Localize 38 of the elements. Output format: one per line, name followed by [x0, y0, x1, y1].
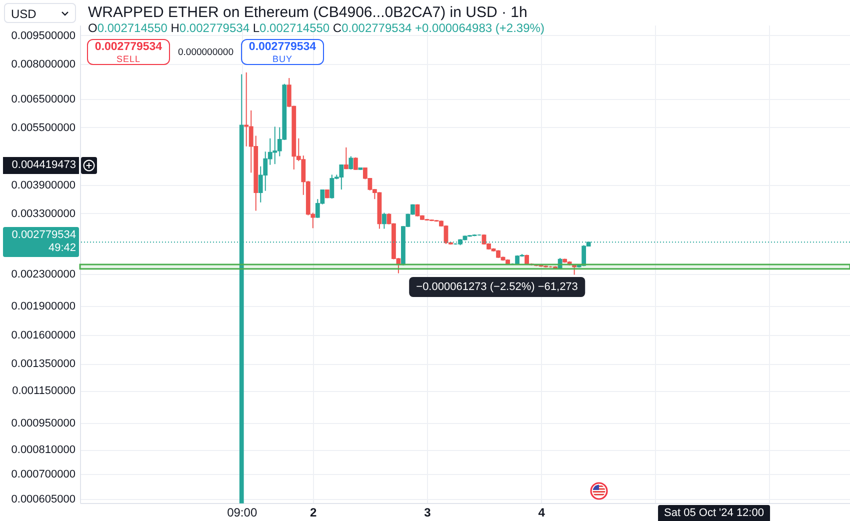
- chart-title: WRAPPED ETHER on Ethereum (CB4906...0B2CA7) in USD · 1h: [88, 4, 528, 21]
- annotation: SELL: [115, 54, 142, 64]
- annotation: BUY: [271, 54, 294, 64]
- band-label: −0.000061273 (−2.52%) −61,273: [409, 276, 585, 297]
- buy-button: 0.002779534 BUY: [241, 39, 324, 65]
- candlestick: [558, 257, 562, 270]
- annotation: 0.002779534: [94, 41, 164, 54]
- annotation: 0.002779534: [248, 41, 318, 54]
- y-tick-label: 0.001600000: [11, 330, 76, 342]
- x-tick-label: 2: [310, 506, 318, 520]
- y-tick-label: 0.000605000: [11, 493, 76, 506]
- x-tick-label: 3: [424, 506, 432, 520]
- y-tick-label: 0.001150000: [12, 385, 76, 398]
- y-tick-label: 0.000810000: [11, 444, 76, 456]
- candlestick: [382, 212, 386, 230]
- y-tick-label: 0.005500000: [11, 122, 76, 134]
- y-tick-label: 0.002300000: [11, 268, 76, 281]
- currency-select: USD: [4, 3, 76, 23]
- candlestick: [348, 156, 354, 170]
- y-tick-label: 0.001900000: [11, 300, 76, 313]
- sell-button: 0.002779534 SELL: [87, 39, 170, 65]
- ref-line-label: 0.002779534 49:42: [3, 227, 79, 258]
- y-tick-label: 0.000700000: [11, 468, 76, 481]
- x-tick-label: 09:00: [227, 506, 258, 520]
- text: Sat 05 Oct '24 12:00: [658, 505, 770, 521]
- text: 0.004419473: [3, 157, 79, 174]
- chart-subtitle: O0.002714550 H0.002779534 L0.002714550 C0.002779534 +0.000064983 (+2.39%): [88, 21, 544, 35]
- y-tick-label: 0.003900000: [11, 180, 76, 192]
- candlestick: [353, 156, 358, 170]
- x-tick-label: 4: [538, 506, 546, 520]
- y-tick-label: 0.001350000: [11, 358, 76, 370]
- y-tick-label: 0.003300000: [11, 208, 76, 220]
- y-tick-label: 0.009500000: [11, 30, 76, 42]
- annotation: 0.000000000: [178, 47, 234, 58]
- candlestick: [344, 146, 348, 170]
- y-tick-label: 0.006500000: [11, 94, 76, 106]
- y-tick-label: 0.000950000: [11, 417, 76, 430]
- y-tick-label: 0.008000000: [11, 58, 76, 71]
